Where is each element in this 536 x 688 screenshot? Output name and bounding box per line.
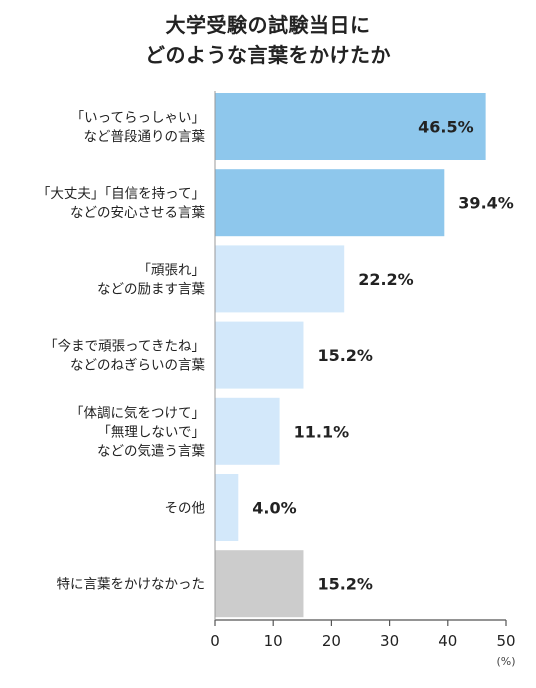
bar — [215, 93, 486, 160]
data-label: 46.5% — [418, 118, 474, 137]
data-label: 15.2% — [317, 575, 373, 594]
category-label: 「体調に気をつけて」「無理しないで」などの気遣う言葉 — [70, 405, 205, 459]
bar — [215, 245, 345, 313]
chart-title-line-1: 大学受験の試験当日に — [165, 13, 371, 37]
bar — [215, 321, 304, 389]
category-label-line: などの安心させる言葉 — [70, 205, 205, 221]
bar — [215, 397, 280, 465]
category-label-line: などのねぎらいの言葉 — [70, 358, 205, 374]
category-label-line: など普段通りの言葉 — [84, 129, 206, 145]
category-label: 特に言葉をかけなかった — [57, 577, 206, 593]
category-label-line: その他 — [165, 501, 206, 517]
data-label: 15.2% — [317, 346, 373, 365]
category-label-line: などの気遣う言葉 — [97, 443, 205, 459]
category-label-line: 「今まで頑張ってきたね」 — [44, 339, 205, 355]
category-label-line: 「いってらっしゃい」 — [71, 110, 205, 126]
category-label: その他 — [165, 501, 206, 517]
category-label-line: などの励ます言葉 — [97, 281, 205, 297]
category-label: 「今まで頑張ってきたね」などのねぎらいの言葉 — [44, 339, 205, 374]
x-tick-label: 20 — [322, 632, 341, 650]
x-tick-label: 10 — [264, 632, 283, 650]
category-label-line: 特に言葉をかけなかった — [57, 577, 206, 593]
x-tick-label: 50 — [496, 632, 515, 650]
x-axis-unit: (%) — [496, 655, 515, 668]
data-label: 4.0% — [252, 499, 296, 518]
x-tick-label: 40 — [438, 632, 457, 650]
chart-title-line-2: どのような言葉をかけたか — [145, 43, 391, 67]
category-label-line: 「頑張れ」 — [138, 262, 206, 278]
bar — [215, 474, 239, 541]
x-tick-label: 30 — [380, 632, 399, 650]
bar — [215, 169, 445, 237]
chart-title: 大学受験の試験当日に どのような言葉をかけたか — [0, 10, 536, 70]
x-tick-label: 0 — [210, 632, 220, 650]
data-label: 22.2% — [358, 270, 414, 289]
category-label-line: 「体調に気をつけて」 — [70, 405, 205, 421]
data-label: 39.4% — [458, 194, 514, 213]
category-label-line: 「大丈夫」「自信を持って」 — [37, 186, 205, 202]
bar — [215, 550, 304, 618]
category-label: 「大丈夫」「自信を持って」などの安心させる言葉 — [37, 186, 206, 221]
data-label: 11.1% — [294, 422, 350, 441]
category-label: 「いってらっしゃい」など普段通りの言葉 — [71, 110, 206, 145]
category-label-line: 「無理しないで」 — [97, 424, 205, 440]
category-label: 「頑張れ」などの励ます言葉 — [97, 262, 205, 297]
